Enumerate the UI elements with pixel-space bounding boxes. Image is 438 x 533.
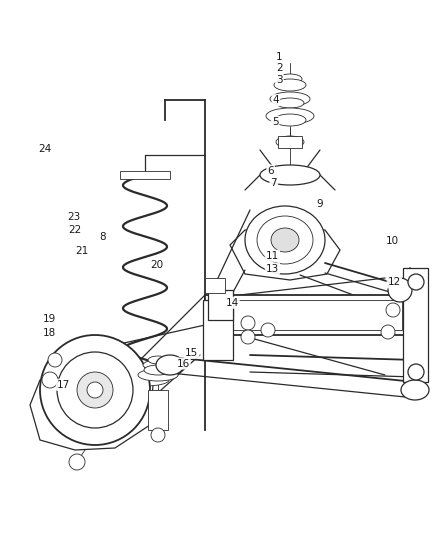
Ellipse shape [276,98,304,108]
Polygon shape [403,268,428,382]
Ellipse shape [260,165,320,185]
Circle shape [87,382,103,398]
Bar [203,300,233,360]
Text: 17: 17 [57,380,70,390]
Text: 8: 8 [99,232,106,242]
Text: 6: 6 [267,166,274,175]
Text: 12: 12 [388,278,401,287]
Text: 22: 22 [69,225,82,235]
Ellipse shape [138,369,178,381]
Circle shape [381,325,395,339]
Bar [148,390,168,430]
Text: 21: 21 [76,246,89,255]
Circle shape [42,372,58,388]
Ellipse shape [266,108,314,124]
Text: 15: 15 [185,348,198,358]
Ellipse shape [278,74,302,84]
Text: 9: 9 [316,199,323,208]
Text: 16: 16 [177,359,190,368]
Circle shape [77,372,113,408]
Ellipse shape [121,374,169,386]
Text: 23: 23 [67,213,80,222]
Text: 20: 20 [150,261,163,270]
Ellipse shape [274,114,306,126]
Text: 10: 10 [385,236,399,246]
Text: 13: 13 [266,264,279,273]
Circle shape [241,316,255,330]
Circle shape [261,323,275,337]
Text: 14: 14 [226,298,239,308]
Circle shape [48,353,62,367]
Circle shape [40,335,150,445]
Circle shape [57,352,133,428]
Ellipse shape [143,360,173,370]
Text: 2: 2 [276,63,283,73]
Ellipse shape [144,365,172,375]
Circle shape [408,364,424,380]
Circle shape [69,454,85,470]
Ellipse shape [271,228,299,252]
Ellipse shape [245,206,325,274]
Circle shape [151,428,165,442]
Ellipse shape [156,355,184,375]
Bar [205,278,225,293]
Ellipse shape [401,380,429,400]
Ellipse shape [148,356,168,364]
Text: 4: 4 [272,95,279,105]
Ellipse shape [270,92,310,106]
Text: 18: 18 [42,328,56,338]
Bar [278,136,302,148]
Text: 24: 24 [38,144,51,154]
Circle shape [388,278,412,302]
Bar [213,300,402,330]
Bar [208,290,233,320]
Polygon shape [30,345,153,450]
Text: 1: 1 [276,52,283,62]
Circle shape [408,274,424,290]
Bar [120,171,170,179]
Circle shape [386,303,400,317]
Polygon shape [230,230,340,280]
Ellipse shape [276,136,304,148]
Text: 7: 7 [270,179,277,188]
Circle shape [241,330,255,344]
Ellipse shape [274,79,306,91]
Text: 19: 19 [42,314,56,324]
Text: 3: 3 [276,75,283,85]
Ellipse shape [257,216,313,264]
Text: 5: 5 [272,117,279,126]
Text: 11: 11 [266,251,279,261]
Bar [205,295,410,335]
